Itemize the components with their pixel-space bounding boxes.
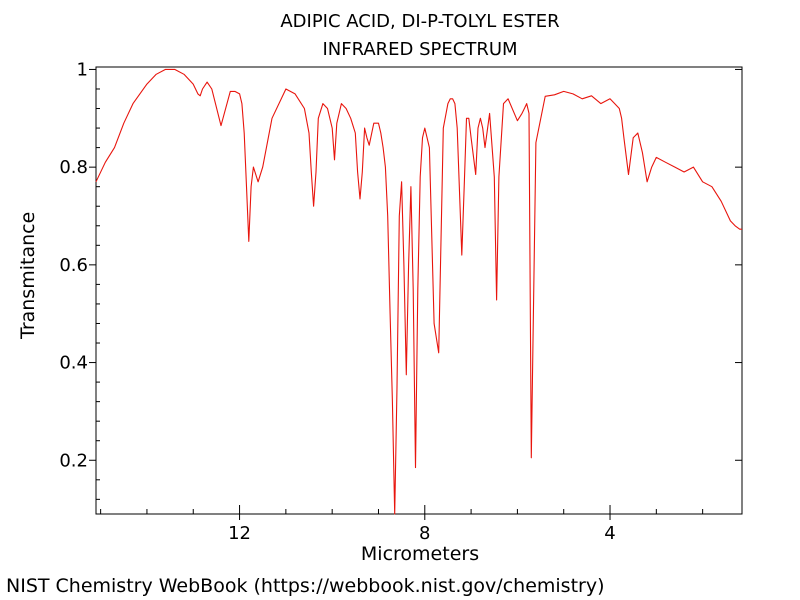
y-tick-label: 0.8 xyxy=(59,157,88,178)
y-tick-label: 0.6 xyxy=(59,255,88,276)
axis-ticks xyxy=(89,68,742,520)
chart-subtitle: INFRARED SPECTRUM xyxy=(322,39,518,60)
series-layer xyxy=(95,68,742,515)
y-tick-label: 0.2 xyxy=(59,450,88,471)
chart-title: ADIPIC ACID, DI-P-TOLYL ESTER xyxy=(280,11,560,32)
x-axis-label: Micrometers xyxy=(360,543,480,565)
y-tick-label: 0.4 xyxy=(59,353,88,374)
x-tick-label: 4 xyxy=(604,523,615,544)
y-tick-label: 1 xyxy=(77,59,88,80)
x-tick-label: 12 xyxy=(228,523,251,544)
x-tick-label: 8 xyxy=(419,523,430,544)
source-credit: NIST Chemistry WebBook (https://webbook.… xyxy=(6,575,605,597)
y-axis-label: Transmitance xyxy=(17,211,39,339)
axis-tick-labels: 12 8 4 0.2 0.4 0.6 0.8 1 xyxy=(59,59,615,544)
series-line-transmittance xyxy=(95,68,742,515)
plot-frame xyxy=(95,66,743,515)
